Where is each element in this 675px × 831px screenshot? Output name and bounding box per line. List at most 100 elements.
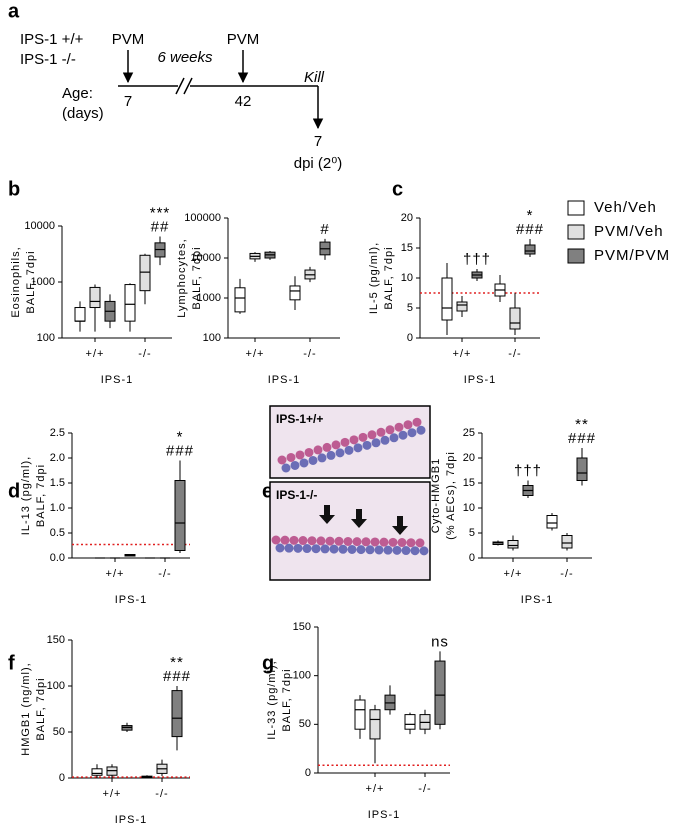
- cell: [338, 544, 348, 554]
- y-axis-label: BALF, 7dpi: [35, 677, 47, 740]
- y-tick-label: 20: [401, 212, 413, 224]
- y-axis-label: BALF, 7dpi: [191, 246, 203, 309]
- cell: [352, 537, 362, 547]
- box: [509, 307, 521, 330]
- cell: [280, 535, 290, 545]
- age-label: Age:: [62, 85, 93, 102]
- x-tick-label: +/+: [366, 783, 385, 795]
- panel-label: e: [262, 480, 273, 502]
- y-axis-label: IL-33 (pg/ml),: [266, 660, 278, 739]
- panel-label: f: [8, 652, 15, 674]
- legend-swatch: [567, 224, 585, 240]
- y-tick-label: 25: [463, 427, 475, 439]
- arrow-icon: [319, 505, 335, 524]
- cell: [380, 435, 390, 445]
- cell: [383, 545, 393, 555]
- cell: [293, 543, 303, 553]
- annotation: ns: [431, 633, 449, 650]
- y-tick-label: 10: [401, 272, 413, 284]
- x-axis-label: IPS-1: [115, 814, 148, 826]
- y-tick-label: 150: [293, 621, 311, 633]
- cell: [277, 455, 287, 465]
- y-tick-label: 100: [47, 680, 65, 692]
- group-label: IPS-1 -/-: [20, 51, 76, 68]
- cell: [340, 437, 350, 447]
- x-axis-label: IPS-1: [115, 594, 148, 606]
- box: [124, 284, 136, 322]
- cell: [410, 546, 420, 556]
- x-axis-label: IPS-1: [101, 374, 134, 386]
- cell: [316, 536, 326, 546]
- age-label: (days): [62, 105, 104, 122]
- y-tick-label: 50: [299, 718, 311, 730]
- y-tick-label: 20: [463, 452, 475, 464]
- cell: [326, 450, 336, 460]
- legend-swatch: [567, 200, 585, 216]
- cell: [371, 438, 381, 448]
- cell: [416, 425, 426, 435]
- panel-label: g: [262, 652, 274, 674]
- cell: [401, 546, 411, 556]
- cell: [286, 452, 296, 462]
- y-axis-label: BALF, 7dpi: [35, 464, 47, 527]
- y-tick-label: 0: [469, 552, 475, 564]
- cell: [392, 545, 402, 555]
- panel-label: b: [8, 178, 20, 200]
- cell: [362, 440, 372, 450]
- x-tick-label: +/+: [453, 348, 472, 360]
- cell: [335, 448, 345, 458]
- cell: [356, 545, 366, 555]
- cell: [365, 545, 375, 555]
- x-tick-label: -/-: [508, 348, 521, 360]
- box: [456, 301, 468, 312]
- y-tick-label: 0.5: [50, 527, 65, 539]
- group-label: IPS-1 +/+: [20, 31, 84, 48]
- interval-label: 6 weeks: [157, 49, 213, 66]
- cell: [347, 544, 357, 554]
- cell: [322, 442, 332, 452]
- y-tick-label: 0: [305, 767, 311, 779]
- cell: [304, 447, 314, 457]
- cell: [302, 544, 312, 554]
- box: [289, 285, 301, 301]
- box: [171, 690, 183, 738]
- y-tick-label: 1000: [31, 276, 55, 288]
- annotation: *: [527, 207, 534, 224]
- cell: [325, 536, 335, 546]
- y-axis-label: Cyto-HMGB1: [430, 458, 442, 533]
- box: [434, 660, 446, 725]
- x-axis-label: IPS-1: [464, 374, 497, 386]
- x-tick-label: +/+: [246, 348, 265, 360]
- box: [546, 515, 558, 529]
- y-axis-label: BALF, 7dpi: [383, 246, 395, 309]
- cell: [307, 536, 317, 546]
- cell: [298, 536, 308, 546]
- cell: [344, 445, 354, 455]
- y-tick-label: 150: [47, 634, 65, 646]
- y-tick-label: 15: [463, 477, 475, 489]
- cell: [289, 535, 299, 545]
- box: [91, 768, 103, 776]
- x-tick-label: +/+: [106, 568, 125, 580]
- y-tick-label: 100000: [184, 212, 221, 224]
- annotation: *: [177, 428, 184, 445]
- cell: [308, 455, 318, 465]
- cell: [329, 544, 339, 554]
- y-tick-label: 10: [463, 502, 475, 514]
- cell: [313, 445, 323, 455]
- x-tick-label: -/-: [138, 348, 151, 360]
- cell: [290, 460, 300, 470]
- y-tick-label: 1.0: [50, 502, 65, 514]
- x-tick-label: +/+: [103, 788, 122, 800]
- y-tick-label: 5: [469, 527, 475, 539]
- cell: [394, 422, 404, 432]
- dpi-label: dpi (2⁰): [294, 155, 343, 172]
- annotation: †††: [463, 251, 491, 268]
- arrow-icon: [392, 516, 408, 535]
- y-tick-label: 0: [407, 332, 413, 344]
- y-axis-label: IL-13 (pg/ml),: [20, 456, 32, 535]
- cell: [299, 458, 309, 468]
- cell: [388, 537, 398, 547]
- box: [74, 307, 86, 322]
